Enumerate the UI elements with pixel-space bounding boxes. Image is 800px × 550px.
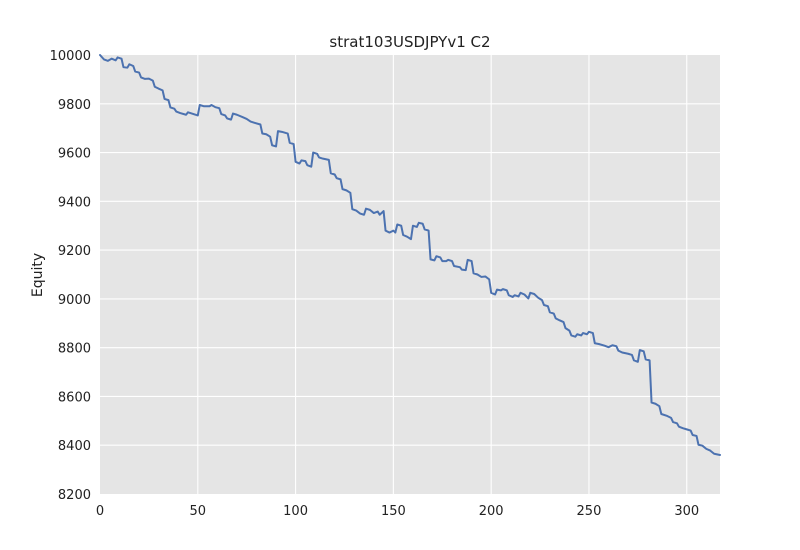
- y-tick-label: 9400: [58, 195, 91, 210]
- y-tick-label: 8600: [58, 390, 91, 405]
- x-tick-label: 250: [577, 504, 602, 519]
- y-tick-label: 10000: [50, 49, 91, 64]
- y-tick-label: 9000: [58, 293, 91, 308]
- x-tick-label: 100: [283, 504, 308, 519]
- y-tick-label: 9200: [58, 244, 91, 259]
- plot-area: [100, 55, 720, 494]
- grid-lines: [100, 55, 720, 494]
- equity-series-line: [99, 54, 721, 456]
- x-tick-labels: 0 50 100 150 200 250 300: [96, 504, 699, 519]
- x-tick-label: 200: [479, 504, 504, 519]
- y-tick-label: 8400: [58, 439, 91, 454]
- y-axis-label: Equity: [30, 253, 46, 297]
- y-tick-label: 9600: [58, 147, 91, 162]
- x-tick-label: 150: [381, 504, 406, 519]
- chart-title: strat103USDJPYv1 C2: [329, 33, 490, 51]
- x-tick-label: 0: [96, 504, 104, 519]
- y-tick-label: 8800: [58, 342, 91, 357]
- y-tick-label: 9800: [58, 98, 91, 113]
- y-tick-labels: 8200 8400 8600 8800 9000 9200 9400 9600 9800 1000…: [50, 49, 91, 503]
- x-tick-label: 50: [190, 504, 207, 519]
- y-tick-label: 8200: [58, 488, 91, 503]
- x-tick-label: 300: [674, 504, 699, 519]
